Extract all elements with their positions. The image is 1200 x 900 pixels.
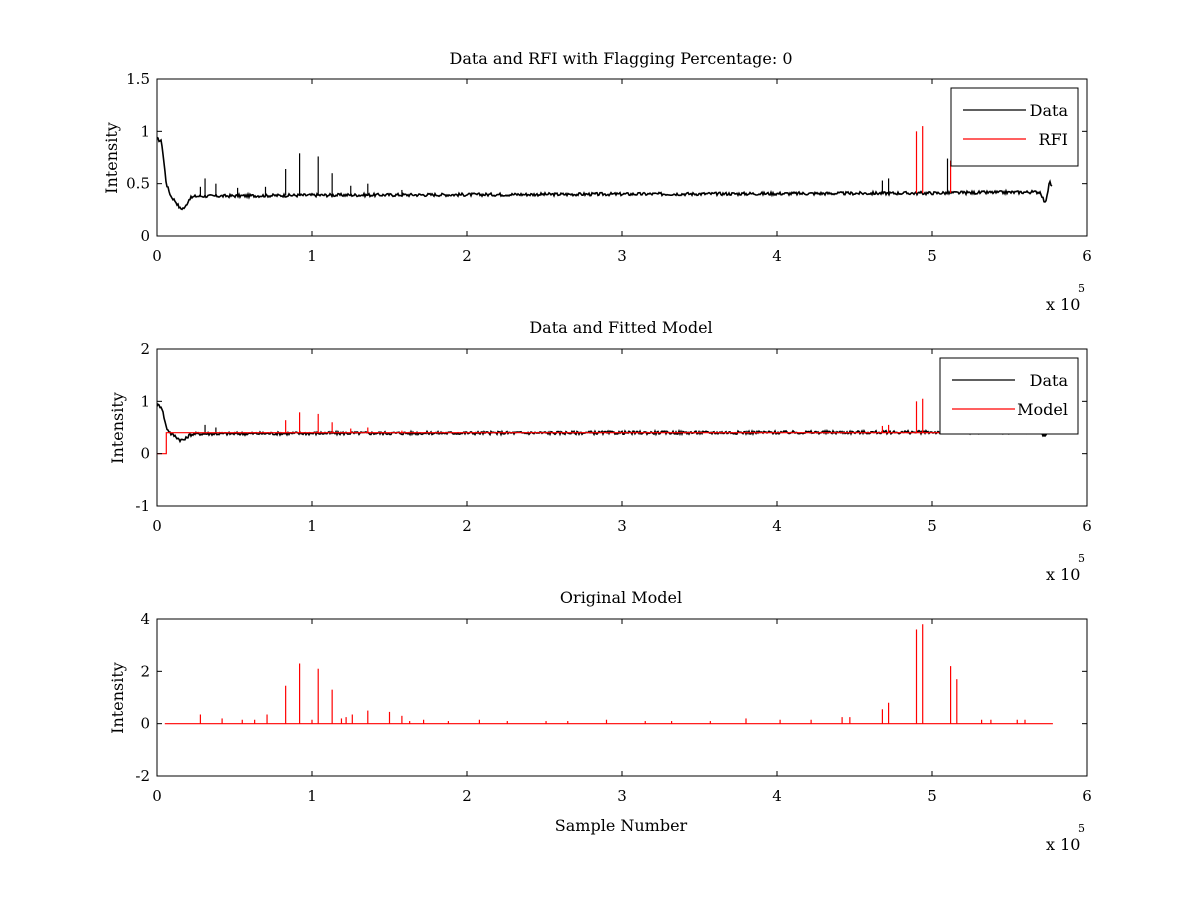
series-data: [157, 136, 1053, 211]
x-tick-label: 1: [307, 517, 317, 535]
y-tick-label: 1: [140, 392, 150, 410]
x-tick-label: 1: [307, 787, 317, 805]
x-exponent-base: x 10: [1046, 565, 1080, 584]
x-ticks: 0 1 2 3 4 5 6: [152, 79, 1092, 265]
x-tick-label: 5: [927, 517, 937, 535]
x-tick-label: 5: [927, 787, 937, 805]
y-tick-label: 4: [140, 610, 150, 628]
x-ticks: 0 1 2 3 4 5 6: [152, 349, 1092, 535]
series-line: [157, 136, 1053, 211]
x-exponent-power: 5: [1078, 822, 1085, 835]
axes-title: Original Model: [560, 588, 682, 607]
y-ticks: 0 0.5 1 1.5: [126, 70, 1087, 245]
x-tick-label: 5: [927, 247, 937, 265]
x-exponent-power: 5: [1078, 552, 1085, 565]
x-tick-label: 4: [772, 247, 782, 265]
y-tick-label: 2: [140, 662, 150, 680]
y-tick-label: 0.5: [126, 175, 150, 193]
x-tick-label: 3: [617, 517, 627, 535]
x-tick-label: 6: [1082, 517, 1092, 535]
x-tick-label: 6: [1082, 247, 1092, 265]
plot-series-group: [157, 126, 1053, 211]
y-tick-label: 0: [140, 715, 150, 733]
legend-box: [939, 357, 1079, 435]
axes-data-and-rfi: Data and RFI with Flagging Percentage: 0…: [102, 49, 1092, 314]
y-tick-label: -2: [135, 767, 150, 785]
x-tick-label: 6: [1082, 787, 1092, 805]
x-exponent-base: x 10: [1046, 835, 1080, 854]
axes-title: Data and RFI with Flagging Percentage: 0: [449, 49, 792, 68]
x-tick-label: 0: [152, 787, 162, 805]
x-ticks: 0 1 2 3 4 5 6: [152, 619, 1092, 805]
series-original-model: [164, 624, 1053, 725]
x-tick-label: 1: [307, 247, 317, 265]
y-axis-label: Intensity: [108, 662, 127, 734]
y-tick-label: 0: [140, 227, 150, 245]
plot-series-group: [164, 624, 1053, 725]
x-tick-label: 3: [617, 247, 627, 265]
x-exponent-base: x 10: [1046, 295, 1080, 314]
y-axis-label: Intensity: [108, 392, 127, 464]
legend: Data RFI: [950, 87, 1079, 167]
x-tick-label: 2: [462, 787, 472, 805]
legend-label: Model: [1017, 400, 1068, 419]
x-tick-label: 4: [772, 517, 782, 535]
axes-data-and-fitted-model: Data and Fitted Model Intensity x 10 5 0…: [108, 318, 1092, 584]
axes-original-model: Original Model Intensity Sample Number x…: [108, 588, 1092, 854]
x-tick-label: 3: [617, 787, 627, 805]
y-tick-label: 1: [140, 122, 150, 140]
x-axis-label: Sample Number: [555, 816, 688, 835]
y-tick-label: 1.5: [126, 70, 150, 88]
y-tick-label: 0: [140, 445, 150, 463]
y-tick-label: -1: [135, 497, 150, 515]
x-exponent-power: 5: [1078, 282, 1085, 295]
legend-label: Data: [1030, 101, 1069, 120]
legend-label: Data: [1030, 371, 1069, 390]
x-tick-label: 2: [462, 517, 472, 535]
y-ticks: -1 0 1 2: [135, 340, 1087, 515]
x-tick-label: 2: [462, 247, 472, 265]
y-ticks: -2 0 2 4: [135, 610, 1087, 785]
axes-title: Data and Fitted Model: [529, 318, 712, 337]
plot-area: [156, 78, 1088, 237]
x-tick-label: 0: [152, 517, 162, 535]
y-tick-label: 2: [140, 340, 150, 358]
legend-box: [950, 87, 1079, 167]
x-tick-label: 4: [772, 787, 782, 805]
legend-label: RFI: [1039, 130, 1068, 149]
legend: Data Model: [939, 357, 1079, 435]
plot-area: [156, 618, 1088, 777]
y-axis-label: Intensity: [102, 122, 121, 194]
x-tick-label: 0: [152, 247, 162, 265]
plot-area: [156, 348, 1088, 507]
